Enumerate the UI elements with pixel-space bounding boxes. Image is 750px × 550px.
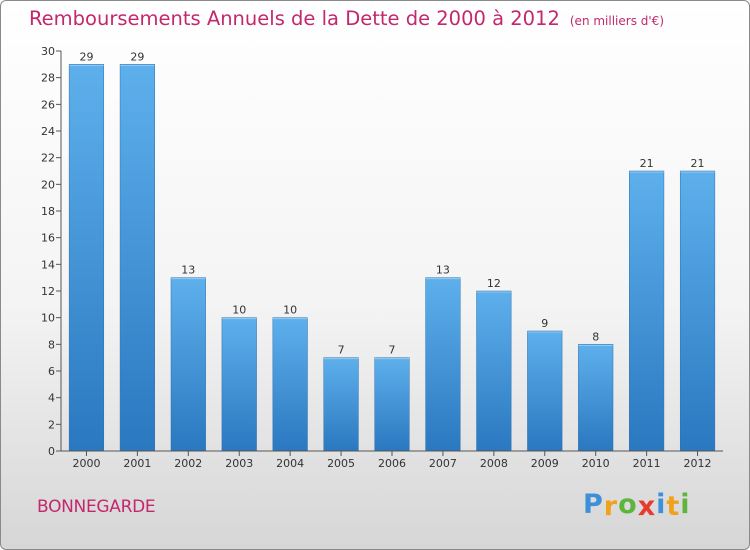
x-tick-label: 2001 [123, 457, 151, 470]
x-tick-label: 2009 [531, 457, 559, 470]
bar-value-label: 8 [592, 330, 599, 343]
bar-value-label: 13 [181, 264, 195, 277]
logo-letter: P [583, 489, 604, 520]
bar [679, 170, 716, 452]
logo-letter: i [656, 489, 667, 520]
x-tick-label: 2000 [72, 457, 100, 470]
bar-value-label: 7 [338, 344, 345, 357]
bar-value-label: 29 [130, 50, 144, 63]
bar [323, 357, 359, 452]
x-tick-label: 2003 [225, 457, 253, 470]
y-tick-label: 12 [41, 285, 55, 298]
y-tick-label: 30 [41, 45, 55, 58]
bar [272, 317, 308, 452]
x-axis: 2000 2001 2002 2003 2004 2005 2006 2007 2008 2009… [61, 450, 723, 470]
logo-letter: r [603, 491, 619, 522]
bar [578, 344, 614, 452]
bar [119, 64, 155, 452]
logo-letter: o [618, 489, 638, 520]
y-tick-label: 18 [41, 205, 55, 218]
bar [221, 317, 257, 452]
x-tick-label: 2002 [174, 457, 202, 470]
y-tick-label: 20 [41, 178, 55, 191]
x-tick-label: 2007 [429, 457, 457, 470]
commune-name: BONNEGARDE [37, 497, 156, 517]
y-tick-label: 10 [41, 312, 55, 325]
x-tick-label: 2005 [327, 457, 355, 470]
x-tick-label: 2006 [378, 457, 406, 470]
chart-subtitle: (en milliers d'€) [569, 14, 664, 28]
y-tick-label: 6 [48, 365, 55, 378]
x-tick-label: 2010 [582, 457, 610, 470]
bars: 29 29 13 10 10 7 7 13 12 9 8 21 21 [68, 50, 716, 452]
bar-value-label: 12 [487, 277, 501, 290]
bar [170, 277, 206, 452]
y-tick-label: 0 [48, 445, 55, 458]
bar [374, 357, 410, 452]
bar [476, 290, 512, 452]
bar-value-label: 21 [640, 157, 654, 170]
logo-letter: t [666, 491, 681, 522]
y-tick-label: 14 [41, 258, 55, 271]
bar-value-label: 7 [389, 344, 396, 357]
bar-value-label: 21 [691, 157, 705, 170]
bar-value-label: 10 [232, 304, 246, 317]
y-tick-label: 8 [48, 338, 55, 351]
bar [68, 64, 105, 452]
x-tick-label: 2004 [276, 457, 304, 470]
bar-value-label: 13 [436, 264, 450, 277]
logo-letter: x [637, 491, 657, 522]
y-tick-label: 22 [41, 152, 55, 165]
chart-title: Remboursements Annuels de la Dette de 20… [29, 7, 664, 30]
y-tick-label: 4 [48, 392, 55, 405]
x-tick-label: 2011 [633, 457, 661, 470]
proxiti-logo: Proxiti [583, 489, 691, 522]
y-tick-label: 2 [48, 418, 55, 431]
y-tick-label: 16 [41, 232, 55, 245]
bar-value-label: 10 [283, 304, 297, 317]
chart-title-text: Remboursements Annuels de la Dette de 20… [29, 7, 560, 30]
x-tick-label: 2012 [684, 457, 712, 470]
bar-value-label: 29 [79, 50, 93, 63]
bar [629, 170, 665, 452]
bar [527, 330, 563, 452]
y-tick-label: 24 [41, 125, 55, 138]
bar [425, 277, 461, 452]
logo-letter: i [680, 489, 691, 520]
bar-value-label: 9 [541, 317, 548, 330]
y-tick-label: 28 [41, 72, 55, 85]
y-tick-label: 26 [41, 98, 55, 111]
x-tick-label: 2008 [480, 457, 508, 470]
